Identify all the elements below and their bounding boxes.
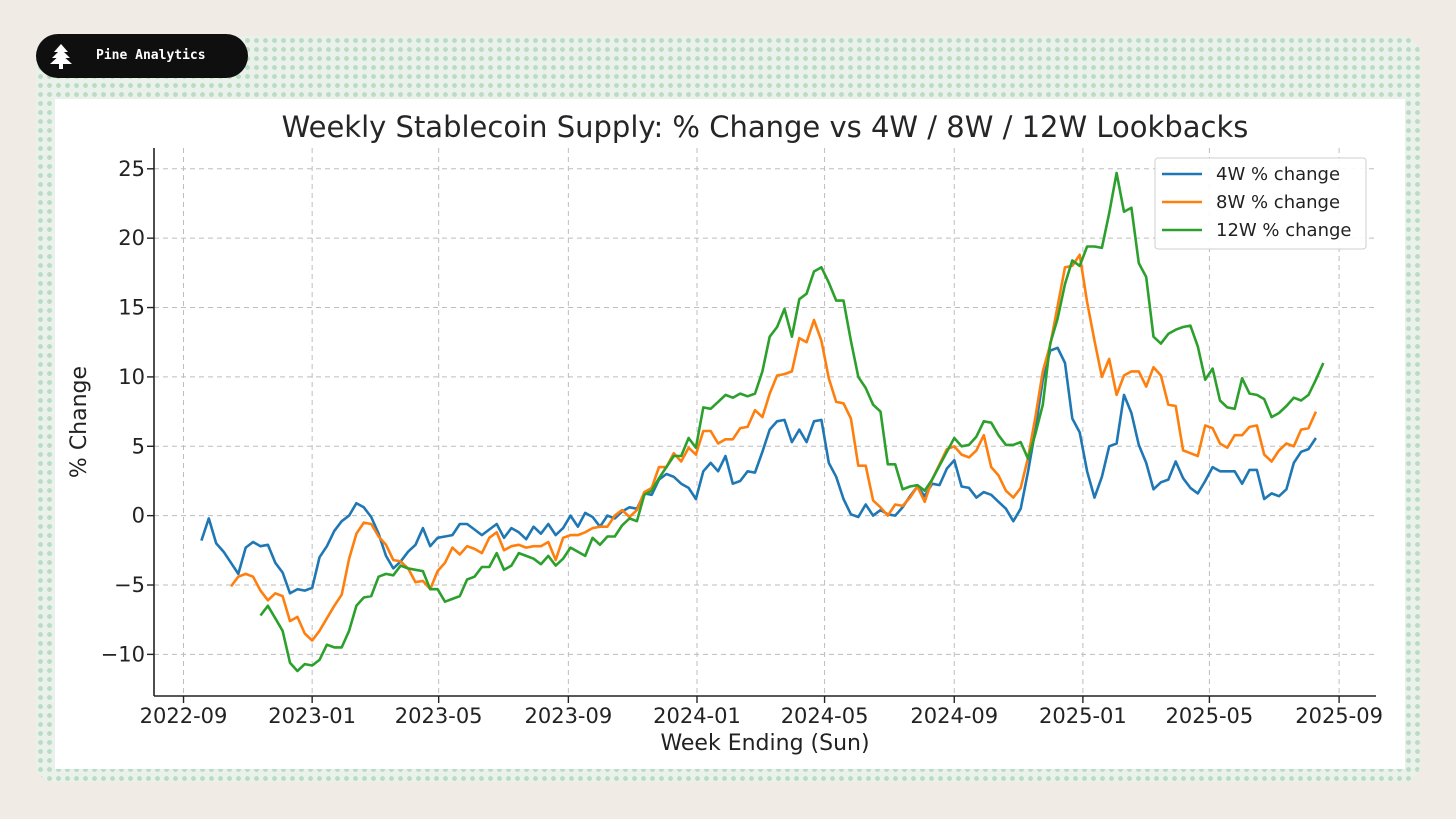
series-line-4w [200, 346, 1317, 595]
legend-label-4w: 4W % change [1216, 164, 1340, 185]
x-tick-label: 2023-05 [395, 704, 483, 728]
brand-badge: Pine Analytics [36, 34, 248, 78]
brand-name: Pine Analytics [96, 48, 206, 63]
y-tick-label: 25 [118, 157, 145, 181]
x-tick-label: 2025-09 [1295, 704, 1383, 728]
pine-tree-icon [48, 42, 74, 74]
y-axis-label: % Change [67, 366, 92, 478]
y-tick-label: −5 [114, 573, 145, 597]
x-tick-label: 2024-05 [781, 704, 869, 728]
x-tick-label: 2025-01 [1039, 704, 1127, 728]
legend-label-12w: 12W % change [1216, 220, 1352, 241]
legend: 4W % change 8W % change 12W % change [1154, 157, 1367, 250]
x-tick-label: 2025-05 [1166, 704, 1254, 728]
y-tick-label: 20 [118, 226, 145, 250]
y-tick-label: 0 [132, 504, 145, 528]
x-tick-label: 2024-09 [910, 704, 998, 728]
y-tick-label: 10 [118, 365, 145, 389]
y-tick-label: −10 [101, 642, 145, 666]
ticks: 2022-09 2023-01 2023-05 2023-09 2024-01 2024-… [101, 157, 1383, 728]
x-axis-label: Week Ending (Sun) [660, 731, 869, 756]
legend-label-8w: 8W % change [1216, 192, 1340, 213]
x-tick-label: 2022-09 [140, 704, 228, 728]
series-lines [200, 171, 1325, 673]
y-tick-label: 5 [132, 434, 145, 458]
x-tick-label: 2023-09 [524, 704, 612, 728]
y-tick-label: 15 [118, 296, 145, 320]
x-tick-label: 2024-01 [653, 704, 741, 728]
axes [153, 148, 1376, 697]
x-tick-label: 2023-01 [268, 704, 356, 728]
series-line-12w [259, 171, 1325, 673]
series-line-8w [229, 253, 1318, 642]
chart-title: Weekly Stablecoin Supply: % Change vs 4W… [282, 110, 1249, 144]
legend-box [1154, 157, 1367, 250]
